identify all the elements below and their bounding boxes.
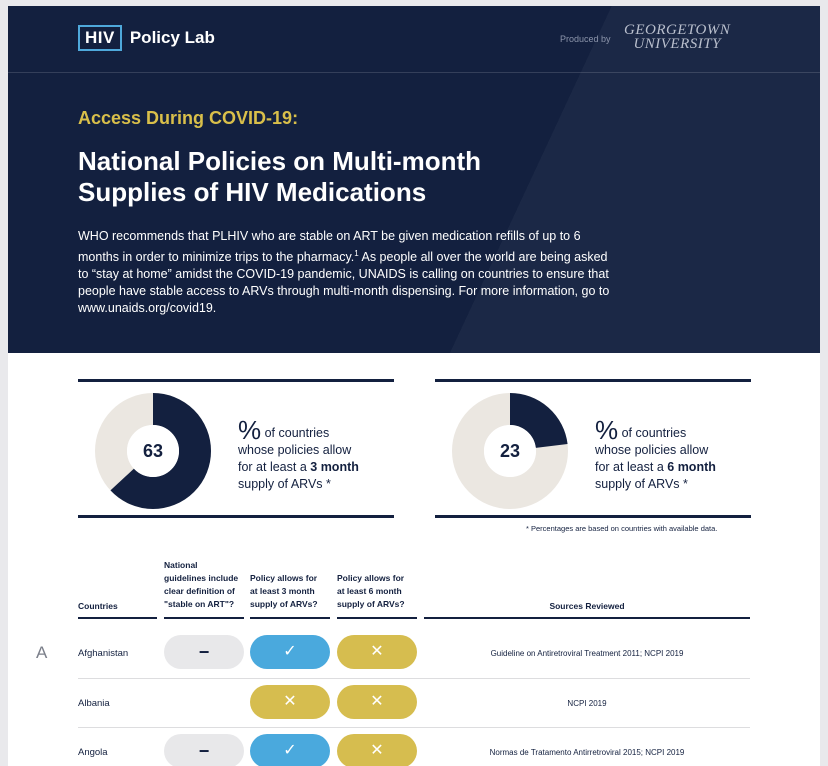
stat-text-4: supply of ARVs * [595, 477, 688, 491]
top-bar: HIV Policy Lab Produced by GEORGETOWN UN… [8, 6, 820, 72]
header-countries: Countries [78, 601, 118, 611]
header-3-month: Policy allows for at least 3 month suppl… [250, 572, 318, 611]
title-line-2: Supplies of HIV Medications [78, 177, 427, 207]
stat-card-6-month: 23 % of countries whose policies allow f… [435, 379, 751, 519]
header-def-line-1: National [164, 560, 198, 570]
stat-duration: 6 month [667, 460, 716, 474]
pill-definition-unknown: − [164, 635, 244, 669]
page-title: National Policies on Multi-month Supplie… [78, 146, 638, 208]
university-line-2: UNIVERSITY [633, 36, 721, 52]
header-def-line-2: guidelines include [164, 573, 239, 583]
donut-chart-6-month [452, 393, 568, 509]
stat-top-rule [435, 379, 751, 382]
infographic-page: HIV Policy Lab Produced by GEORGETOWN UN… [8, 6, 820, 766]
stat-text-3: for at least a [238, 460, 311, 474]
percent-sign: % [595, 415, 619, 445]
header-3m-line-3: supply of ARVs? [250, 599, 318, 609]
header-6-month: Policy allows for at least 6 month suppl… [337, 572, 405, 611]
row-country: Angola [78, 747, 108, 758]
stat-bottom-rule [78, 515, 394, 518]
intro-paragraph: WHO recommends that PLHIV who are stable… [78, 228, 618, 317]
donut-hole [484, 425, 536, 477]
percent-sign: % [238, 415, 262, 445]
pill-3-month-no: ✕ [250, 685, 330, 719]
logo-box-text: HIV [78, 25, 122, 51]
stat-value: 23 [499, 441, 521, 461]
header-6m-line-1: Policy allows for [337, 573, 405, 583]
header-6m-line-2: at least 6 month [337, 586, 402, 596]
row-country: Albania [78, 698, 110, 709]
header-rule-definition [164, 617, 244, 619]
intro-text-1: WHO recommends that PLHIV who are stable… [78, 229, 581, 265]
header-rule-3-month [250, 617, 330, 619]
top-bar-divider [8, 72, 820, 73]
header-rule-6-month [337, 617, 417, 619]
donut-value-arc [452, 393, 568, 509]
header-stable-definition: National guidelines include clear defini… [164, 559, 238, 611]
stat-description: % of countries whose policies allow for … [238, 417, 398, 493]
stat-duration: 3 month [310, 460, 359, 474]
header-rule-sources [424, 617, 750, 619]
header-banner: HIV Policy Lab Produced by GEORGETOWN UN… [8, 6, 820, 353]
donut-value-arc [95, 393, 211, 509]
stat-text-1: of countries [618, 426, 687, 440]
logo-text: Policy Lab [129, 28, 215, 47]
header-3m-line-2: at least 3 month [250, 586, 315, 596]
georgetown-university-logo: GEORGETOWN UNIVERSITY [624, 22, 731, 52]
header-rule-countries [78, 617, 157, 619]
intro-footnote-ref: 1 [354, 249, 359, 258]
stat-text-2: whose policies allow [238, 443, 352, 457]
row-country: Afghanistan [78, 648, 129, 659]
row-sources: NCPI 2019 [567, 699, 607, 708]
donut-hole [127, 425, 179, 477]
stat-card-3-month: 63 % of countries whose policies allow f… [78, 379, 394, 519]
pill-6-month-no: ✕ [337, 734, 417, 766]
stat-text-3: for at least a [595, 460, 668, 474]
hiv-policy-lab-logo: HIV Policy Lab [78, 25, 215, 51]
stat-text-2: whose policies allow [595, 443, 709, 457]
header-sources: Sources Reviewed [549, 601, 625, 611]
header-def-line-3: clear definition of [164, 586, 235, 596]
section-letter: A [36, 643, 48, 662]
stat-description: % of countries whose policies allow for … [595, 417, 755, 493]
pill-definition-unknown: − [164, 734, 244, 766]
kicker-heading: Access During COVID-19: [78, 108, 299, 128]
stat-value: 63 [142, 441, 164, 461]
stat-text-4: supply of ARVs * [238, 477, 331, 491]
stat-bottom-rule [435, 515, 751, 518]
donut-chart-3-month [95, 393, 211, 509]
stat-text-1: of countries [261, 426, 330, 440]
row-separator [78, 727, 750, 728]
header-3m-line-1: Policy allows for [250, 573, 318, 583]
row-sources: Guideline on Antiretroviral Treatment 20… [490, 649, 684, 658]
stat-top-rule [78, 379, 394, 382]
pill-6-month-no: ✕ [337, 635, 417, 669]
pill-3-month-yes: ✓ [250, 734, 330, 766]
produced-by-label: Produced by [560, 34, 611, 44]
footnote: * Percentages are based on countries wit… [526, 524, 718, 533]
intro-text-2: As people all over the world are being a… [78, 250, 610, 316]
university-line-1: GEORGETOWN [624, 22, 731, 38]
row-sources: Normas de Tratamento Antirretroviral 201… [489, 748, 685, 757]
row-separator [78, 678, 750, 679]
title-line-1: National Policies on Multi-month [78, 146, 481, 176]
pill-3-month-yes: ✓ [250, 635, 330, 669]
pill-6-month-no: ✕ [337, 685, 417, 719]
header-def-line-4: "stable on ART"? [164, 599, 235, 609]
header-6m-line-3: supply of ARVs? [337, 599, 405, 609]
